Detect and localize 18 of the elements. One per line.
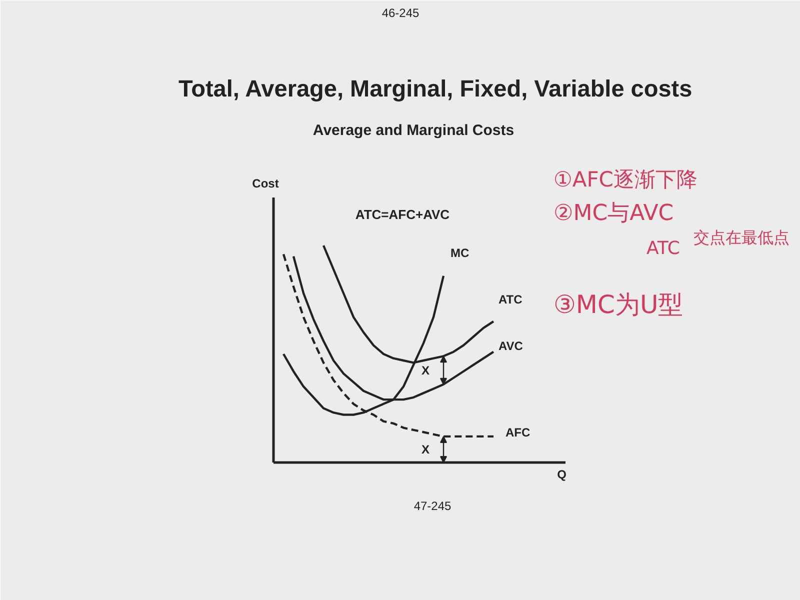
text: ③MC为U型 xyxy=(554,290,684,319)
text: 47-245 xyxy=(414,499,452,513)
text: ATC xyxy=(646,238,680,259)
text: ATC=AFC+AVC xyxy=(355,207,450,222)
text: 交点在最低点 xyxy=(694,228,790,247)
x-axis-title: Q xyxy=(557,468,567,482)
series-label: ATC xyxy=(498,292,523,306)
chart-subtitle: Average and Marginal Costs xyxy=(312,122,514,139)
text: ①AFC逐渐下降 xyxy=(554,168,698,192)
annotation: X xyxy=(422,363,430,378)
text: 46-245 xyxy=(382,6,420,20)
series-label: MC xyxy=(450,246,470,260)
series-label: AFC xyxy=(506,425,530,440)
y-axis-title: Cost xyxy=(252,176,279,190)
chart-title: Total, Average, Marginal, Fixed, Variable costs xyxy=(178,76,692,102)
text: ②MC与AVC xyxy=(554,201,674,226)
series-label: AVC xyxy=(498,338,524,353)
annotation: X xyxy=(422,442,430,456)
